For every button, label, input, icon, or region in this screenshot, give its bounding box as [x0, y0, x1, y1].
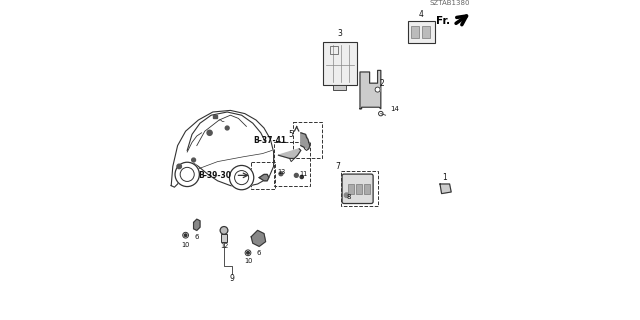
Circle shape — [177, 164, 182, 169]
Text: 1: 1 — [442, 173, 447, 182]
Circle shape — [375, 87, 380, 92]
Circle shape — [225, 126, 229, 130]
Polygon shape — [251, 230, 266, 246]
Text: 6: 6 — [195, 234, 199, 240]
Circle shape — [207, 130, 212, 135]
Bar — [333, 85, 346, 90]
Bar — [422, 26, 431, 38]
Bar — [323, 42, 357, 85]
Circle shape — [247, 252, 250, 254]
Text: 13: 13 — [278, 169, 286, 174]
Text: 10: 10 — [244, 258, 252, 264]
Bar — [292, 122, 321, 158]
Circle shape — [279, 172, 283, 176]
Circle shape — [184, 234, 187, 236]
Bar — [251, 162, 275, 189]
Circle shape — [344, 193, 349, 197]
Text: 2: 2 — [380, 79, 384, 88]
Text: 8: 8 — [346, 194, 351, 200]
Text: 3: 3 — [338, 29, 342, 38]
Bar — [221, 234, 227, 242]
Polygon shape — [193, 219, 200, 230]
Text: SZTAB1380: SZTAB1380 — [430, 0, 470, 6]
Text: 14: 14 — [390, 106, 399, 112]
Text: 5: 5 — [289, 130, 294, 139]
Text: 7: 7 — [335, 162, 340, 171]
Bar — [412, 26, 419, 38]
Circle shape — [175, 162, 200, 187]
Text: 12: 12 — [220, 243, 228, 249]
Text: B-37-41: B-37-41 — [253, 136, 287, 145]
Bar — [274, 142, 310, 186]
Circle shape — [300, 175, 303, 179]
Bar — [356, 184, 362, 194]
Text: 6: 6 — [257, 250, 262, 256]
Text: B-39-30: B-39-30 — [198, 171, 231, 180]
Circle shape — [192, 158, 196, 162]
Polygon shape — [259, 174, 269, 181]
Text: 11: 11 — [300, 171, 308, 177]
Polygon shape — [360, 70, 381, 109]
Circle shape — [220, 227, 228, 234]
Bar — [340, 171, 378, 206]
Polygon shape — [301, 133, 310, 149]
Bar — [330, 46, 338, 54]
Text: 4: 4 — [419, 10, 424, 19]
Text: 10: 10 — [181, 242, 190, 248]
Circle shape — [294, 173, 298, 177]
Polygon shape — [172, 110, 274, 187]
Polygon shape — [278, 149, 301, 158]
Bar — [212, 115, 216, 118]
Bar — [348, 184, 353, 194]
Circle shape — [230, 165, 253, 190]
Text: Fr.: Fr. — [436, 16, 451, 26]
FancyBboxPatch shape — [342, 174, 373, 204]
Text: 9: 9 — [230, 274, 234, 283]
Bar — [364, 184, 370, 194]
Polygon shape — [440, 184, 451, 194]
Bar — [408, 21, 435, 43]
